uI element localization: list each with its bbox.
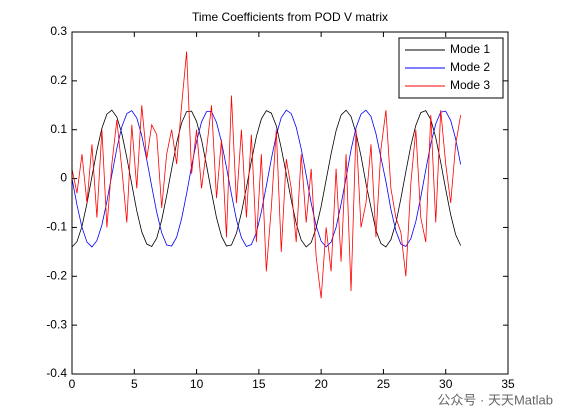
- axes-box: [71, 31, 509, 375]
- legend-label: Mode 2: [450, 60, 490, 74]
- chart-title: Time Coefficients from POD V matrix: [192, 10, 388, 24]
- y-tick-label: -0.1: [46, 220, 67, 234]
- y-tick-label: 0.2: [50, 73, 67, 87]
- x-tick-label: 30: [439, 377, 453, 391]
- x-tick-label: 20: [314, 377, 328, 391]
- watermark: 公众号 · 天天Matlab: [437, 392, 553, 407]
- y-tick-label: 0.3: [50, 24, 67, 38]
- y-tick-label: 0: [60, 171, 67, 185]
- y-tick-label: -0.4: [46, 366, 67, 380]
- legend-label: Mode 3: [450, 78, 490, 92]
- data-line: [71, 51, 462, 299]
- y-tick-label: -0.3: [46, 317, 67, 331]
- x-tick-label: 0: [69, 377, 76, 391]
- y-tick-label: 0.1: [50, 122, 67, 136]
- x-tick-label: 15: [252, 377, 266, 391]
- x-tick-label: 10: [190, 377, 204, 391]
- legend-label: Mode 1: [450, 42, 490, 56]
- x-tick-label: 5: [131, 377, 138, 391]
- x-tick-label: 25: [377, 377, 391, 391]
- y-tick-label: -0.2: [46, 268, 67, 282]
- data-line: [71, 109, 462, 248]
- data-line: [71, 109, 462, 248]
- x-tick-label: 35: [501, 377, 515, 391]
